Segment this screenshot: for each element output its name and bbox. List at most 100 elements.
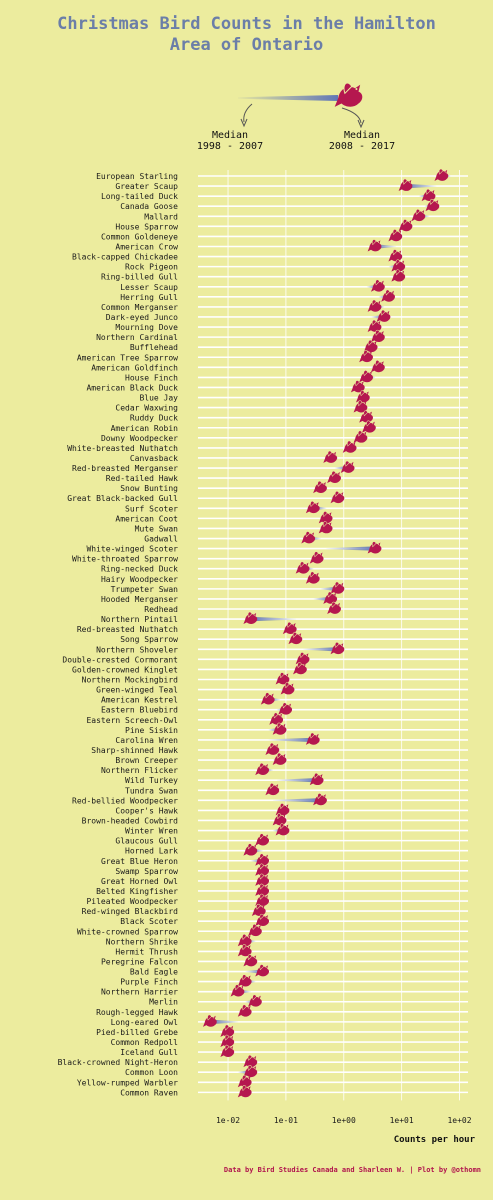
bird-eye (265, 967, 267, 969)
bird-marker-late-median (353, 400, 368, 413)
bird-marker-late-median (330, 642, 345, 655)
bird-body (237, 1086, 252, 1098)
bird-marker-late-median (255, 913, 270, 927)
species-label: Cedar Waxwing (115, 404, 178, 413)
bird-marker-late-median (243, 611, 258, 625)
bird-wing (300, 652, 305, 658)
bird-eye (381, 282, 383, 284)
species-label: Northern Harrier (101, 988, 178, 997)
bird-eye (381, 362, 383, 364)
bird-eye (279, 715, 281, 717)
bird-body (255, 884, 270, 896)
bird-eye (311, 534, 313, 536)
bird-marker-late-median (305, 732, 320, 745)
species-label: American Goldfinch (91, 363, 178, 372)
bird-marker-late-median (255, 883, 270, 896)
bird-wing (259, 863, 265, 870)
median-change-line (303, 647, 339, 652)
bird-eye (333, 594, 335, 596)
species-label: Peregrine Falcon (101, 957, 178, 966)
bird-marker-late-median (340, 460, 355, 473)
bird-marker-late-median (272, 722, 287, 735)
species-label: Double-crested Cormorant (62, 655, 178, 664)
species-label: Pileated Woodpecker (86, 897, 178, 906)
bird-wing (314, 551, 319, 558)
bird-body (367, 542, 382, 554)
bird-body (370, 331, 385, 343)
legend-wake-line (238, 95, 338, 101)
bird-eye (253, 614, 255, 616)
species-label: Rock Pigeon (125, 263, 178, 272)
bird-eye (248, 977, 250, 979)
species-label: Hairy Woodpecker (101, 575, 178, 584)
bird-body (265, 743, 280, 755)
bird-marker-late-median (301, 531, 316, 544)
bird-eye (248, 936, 250, 938)
bird-marker-late-median (367, 239, 382, 252)
bird-wing (259, 883, 265, 890)
bird-wing (277, 722, 282, 729)
species-label: White-crowned Sparrow (77, 927, 178, 936)
bird-marker-late-median (237, 974, 252, 987)
bird-marker-late-median (323, 450, 338, 463)
bird-wing (259, 893, 265, 900)
bird-marker-late-median (318, 511, 333, 524)
bird-wing (287, 621, 292, 628)
bird-eye (265, 856, 267, 858)
species-label: Horned Lark (125, 847, 178, 856)
bird-wing (305, 531, 311, 538)
species-label: Hermit Thrush (115, 947, 178, 956)
legend-early-line-1: Median (211, 130, 249, 141)
species-label: Red-breasted Nuthatch (77, 625, 178, 634)
species-label: European Starling (96, 172, 178, 181)
bird-wing (259, 913, 265, 920)
bird-eye (323, 795, 325, 797)
bird-marker-late-median (220, 1034, 235, 1047)
bird-body (330, 582, 345, 594)
species-label: Downy Woodpecker (101, 434, 178, 443)
bird-eye (240, 987, 242, 989)
species-label: Common Merganser (101, 303, 178, 312)
bird-eye (265, 886, 267, 888)
bird-eye (316, 735, 318, 737)
bird-body (255, 915, 270, 927)
bird-body (243, 1056, 258, 1068)
legend-arrowhead-late (357, 119, 365, 129)
bird-body (237, 945, 252, 957)
bird-body (359, 411, 373, 423)
bird-eye (285, 826, 288, 828)
bird-body (327, 472, 341, 484)
species-label: Mourning Dove (115, 323, 178, 332)
bird-marker-late-median (255, 893, 270, 906)
bird-wing (438, 168, 444, 175)
bird-wing (323, 521, 328, 528)
species-label: Herring Gull (120, 293, 178, 302)
bird-marker-late-median (255, 762, 270, 776)
species-label: Common Loon (125, 1068, 178, 1077)
species-label: Red-breasted Merganser (72, 464, 178, 473)
bird-marker-late-median (255, 853, 270, 866)
bird-eye (381, 332, 383, 334)
bird-marker-late-median (275, 672, 290, 685)
bird-body (367, 300, 382, 312)
bird-body (272, 814, 287, 826)
chart-title-line-2: Area of Ontario (169, 35, 324, 55)
median-change-line (406, 183, 437, 189)
bird-eye (253, 1067, 255, 1069)
bird-eye (230, 1037, 232, 1039)
bird-marker-late-median (243, 843, 258, 856)
bird-wing (403, 219, 408, 225)
bird-wing (366, 420, 371, 427)
bird-wing (252, 994, 257, 1001)
species-label: Pied-billed Grebe (96, 1028, 178, 1037)
bird-eye (408, 221, 410, 223)
bird-marker-late-median (255, 833, 270, 846)
bird-eye (355, 88, 358, 91)
bird-marker-late-median (293, 662, 307, 675)
bird-body (363, 341, 378, 353)
bird-marker-late-median (330, 581, 345, 594)
bird-wing (347, 440, 352, 447)
bird-body (323, 451, 338, 463)
bird-body (255, 764, 270, 776)
bird-eye (363, 433, 365, 435)
